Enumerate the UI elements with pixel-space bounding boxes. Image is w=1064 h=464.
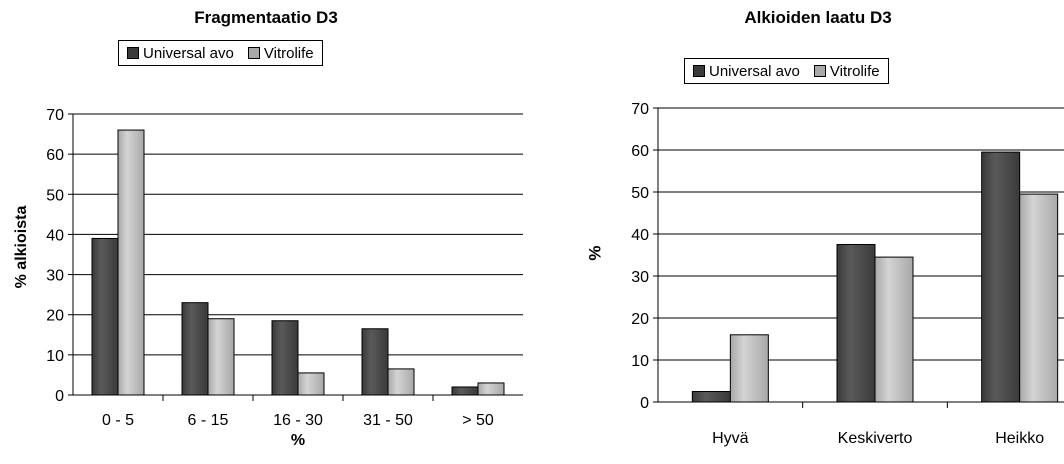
- x-tick-label: 0 - 5: [102, 412, 134, 429]
- y-tick-label: 70: [631, 101, 649, 118]
- bar-vitrolife: [387, 368, 415, 396]
- bar-universal: [181, 302, 209, 396]
- y-tick-label: 40: [46, 227, 64, 244]
- y-tick-label: 20: [46, 308, 64, 325]
- bar-universal: [451, 386, 479, 396]
- x-tick-label: > 50: [462, 412, 494, 429]
- chart-title: Alkioiden laatu D3: [744, 8, 892, 27]
- legend-label: Universal avo: [143, 44, 234, 62]
- legend-swatch-universal: [693, 65, 705, 77]
- x-tick-label: 16 - 30: [273, 412, 323, 429]
- legend-label: Vitrolife: [263, 44, 314, 62]
- y-tick-label: 40: [631, 227, 649, 244]
- legend-item-vitrolife: Vitrolife: [813, 62, 880, 80]
- y-tick-label: 50: [631, 185, 649, 202]
- x-tick-label: 31 - 50: [363, 412, 413, 429]
- bar-universal: [836, 244, 876, 403]
- chart-title: Fragmentaatio D3: [194, 8, 338, 27]
- legend-item-universal: Universal avo: [127, 45, 234, 62]
- bar-vitrolife: [729, 334, 769, 403]
- y-tick-label: 10: [631, 353, 649, 370]
- bar-vitrolife: [874, 256, 914, 403]
- bar-universal: [981, 151, 1021, 403]
- bar-universal: [271, 320, 299, 396]
- legend-swatch-universal: [127, 47, 139, 59]
- y-tick-label: 70: [46, 107, 64, 124]
- legend-item-universal: Universal avo: [693, 63, 800, 80]
- legend-label: Vitrolife: [829, 62, 880, 80]
- x-tick-label: Heikko: [995, 430, 1044, 447]
- legend: Universal avo Vitrolife: [684, 58, 889, 84]
- y-tick-label: 0: [640, 395, 649, 412]
- y-tick-label: 60: [46, 147, 64, 164]
- legend-item-vitrolife: Vitrolife: [247, 44, 314, 62]
- bar-universal: [361, 328, 389, 396]
- x-tick-label: Keskiverto: [838, 430, 913, 447]
- legend-swatch-vitrolife: [813, 65, 826, 77]
- bar-universal: [691, 391, 731, 403]
- bar-universal: [91, 237, 119, 396]
- legend-swatch-vitrolife: [247, 47, 260, 59]
- legend-label: Universal avo: [709, 62, 800, 80]
- plot-area: 0 10 20 30 40 50 60 70 Hyvä Keskiverto Heikko: [631, 101, 1064, 447]
- x-axis-label: %: [291, 432, 305, 449]
- y-tick-label: 30: [46, 268, 64, 285]
- bar-vitrolife: [207, 318, 235, 396]
- bar-vitrolife: [1019, 193, 1059, 403]
- y-tick-label: 10: [46, 348, 64, 365]
- bar-vitrolife: [477, 382, 505, 396]
- plot-area: 0 10 20 30 40 50 60 70 0 - 5 6 - 15 16 - 30 31 - 50…: [46, 107, 523, 449]
- chart-fragmentation: Fragmentaatio D3 Universal avo Vitrolife…: [13, 8, 523, 449]
- chart-quality: Alkioiden laatu D3 Universal avo Vitroli…: [572, 0, 1064, 464]
- y-tick-label: 0: [55, 388, 64, 405]
- legend: Universal avo Vitrolife: [118, 40, 323, 66]
- y-tick-label: 30: [631, 269, 649, 286]
- bar-vitrolife: [117, 129, 145, 396]
- y-tick-label: 20: [631, 311, 649, 328]
- y-tick-label: 50: [46, 187, 64, 204]
- x-tick-label: Hyvä: [712, 430, 749, 447]
- bar-vitrolife: [297, 372, 325, 396]
- x-tick-label: 6 - 15: [188, 412, 229, 429]
- y-tick-label: 60: [631, 143, 649, 160]
